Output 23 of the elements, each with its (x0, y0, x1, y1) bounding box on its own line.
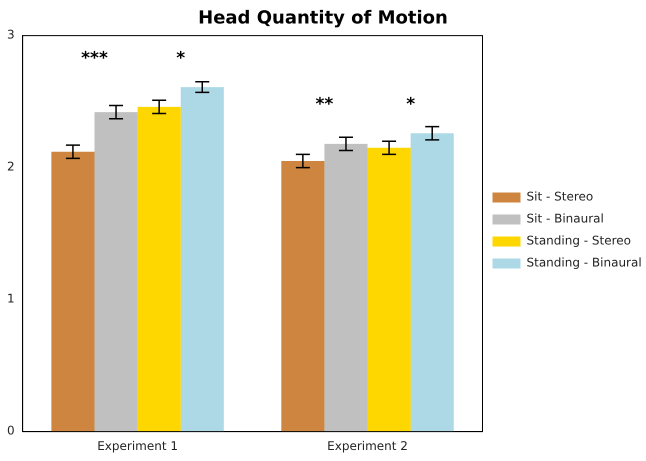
chart-title: Head Quantity of Motion (198, 7, 448, 28)
annotation: ** (316, 94, 334, 115)
bar (324, 144, 368, 432)
annotation: * (176, 48, 186, 68)
bar (180, 87, 224, 432)
legend-label: Standing - Binaural (526, 256, 642, 270)
legend-label: Sit - Stereo (526, 190, 594, 204)
x-tick-label: Experiment 2 (327, 438, 408, 453)
legend-label: Sit - Binaural (526, 212, 604, 226)
y-tick-label: 0 (6, 424, 15, 438)
bar (51, 152, 94, 432)
bar (94, 112, 138, 432)
y-tick-label: 1 (6, 292, 15, 306)
y-tick-label: 2 (6, 160, 15, 174)
bar (281, 161, 324, 432)
y-tick-label: 3 (6, 28, 15, 42)
annotation: *** (81, 48, 108, 68)
bar (410, 133, 454, 432)
annotation: * (406, 94, 416, 115)
bar (368, 148, 411, 432)
x-tick-label: Experiment 1 (97, 438, 178, 453)
legend-label: Standing - Stereo (526, 234, 632, 248)
bar (138, 106, 181, 432)
